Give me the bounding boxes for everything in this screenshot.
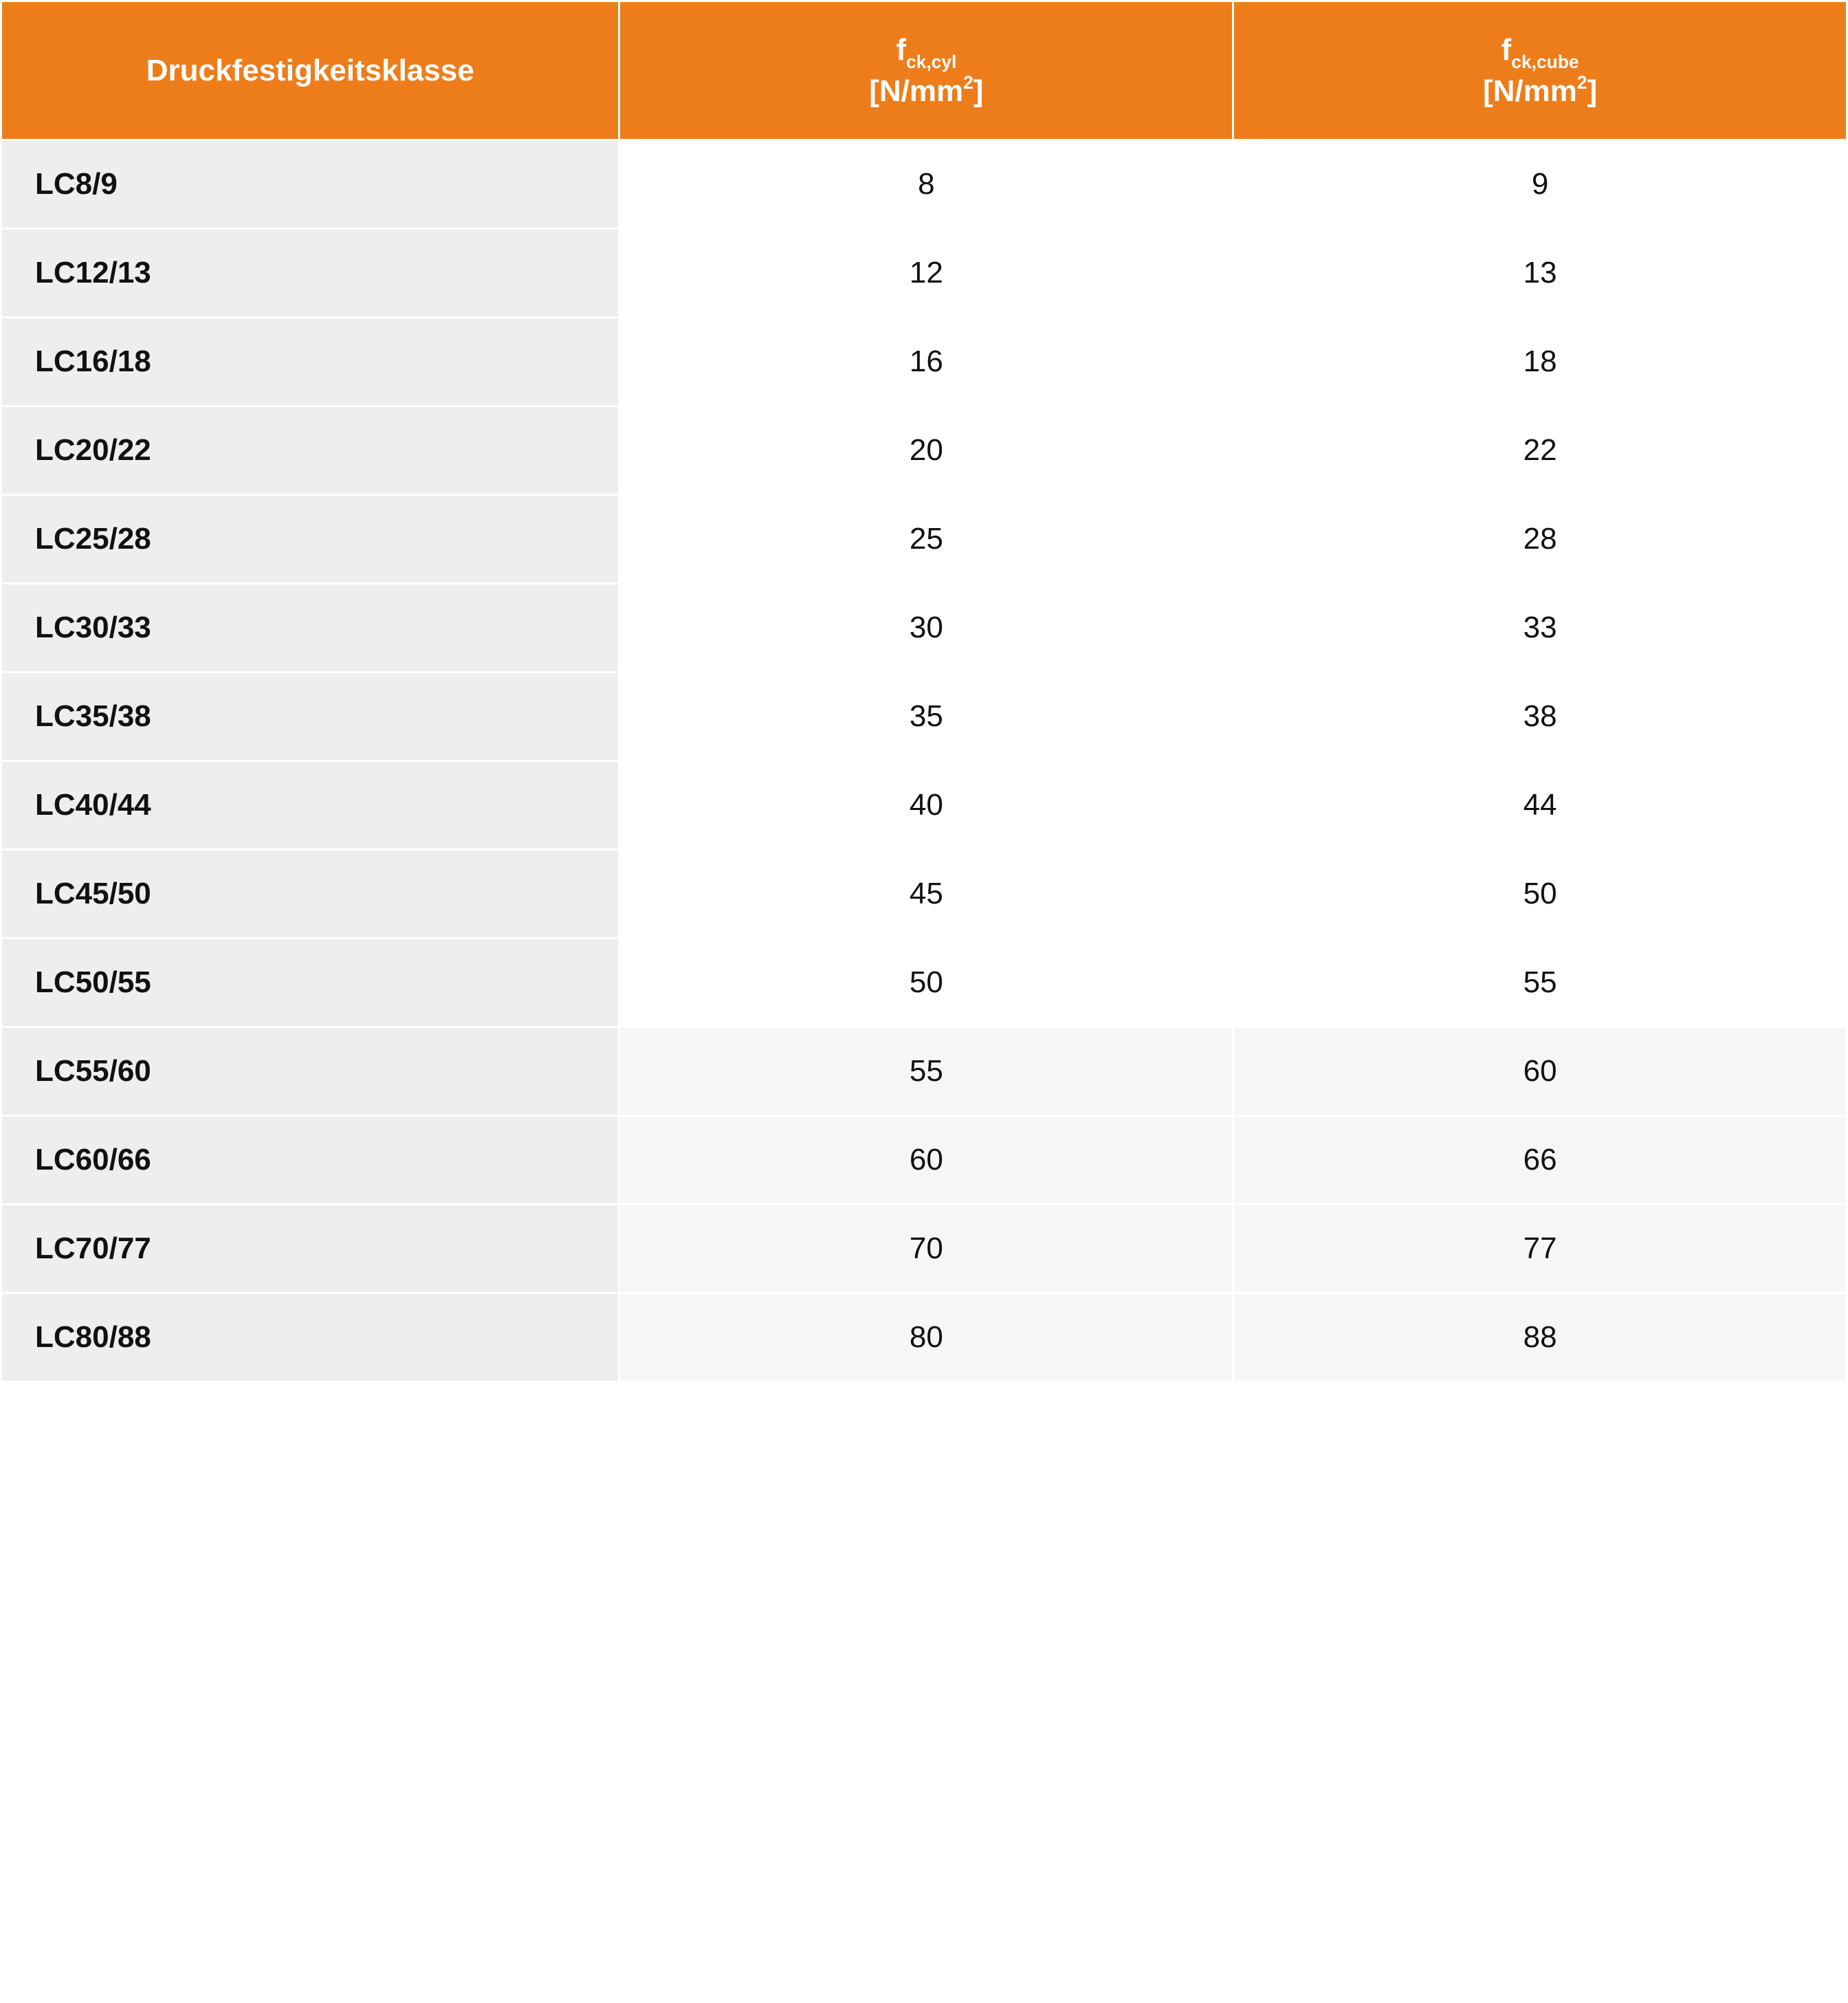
cell-cyl: 12	[620, 230, 1232, 316]
cell-cube: 77	[1234, 1205, 1846, 1292]
cell-klass: LC45/50	[2, 851, 618, 937]
table-row: LC45/504550	[2, 851, 1846, 937]
cell-klass: LC16/18	[2, 318, 618, 405]
col-header-cyl-unit: [N/mm2]	[634, 72, 1218, 110]
cell-cube: 66	[1234, 1117, 1846, 1203]
cell-klass: LC40/44	[2, 762, 618, 849]
table-row: LC50/555055	[2, 939, 1846, 1026]
cell-cube: 22	[1234, 407, 1846, 494]
table-row: LC25/282528	[2, 496, 1846, 582]
cell-cyl: 8	[620, 141, 1232, 228]
cell-klass: LC8/9	[2, 141, 618, 228]
table-row: LC8/989	[2, 141, 1846, 228]
col-header-cyl: fck,cyl [N/mm2]	[620, 2, 1232, 139]
cell-cyl: 50	[620, 939, 1232, 1026]
cell-cyl: 55	[620, 1028, 1232, 1115]
col-header-cube-unit: [N/mm2]	[1248, 72, 1832, 110]
cell-cube: 60	[1234, 1028, 1846, 1115]
cell-klass: LC30/33	[2, 584, 618, 671]
cell-cube: 13	[1234, 230, 1846, 316]
cell-cyl: 20	[620, 407, 1232, 494]
col-header-klass-label: Druckfestigkeitsklasse	[146, 54, 474, 87]
col-header-cyl-symbol: fck,cyl	[634, 31, 1218, 72]
cell-cyl: 40	[620, 762, 1232, 849]
cell-cyl: 16	[620, 318, 1232, 405]
cell-cyl: 25	[620, 496, 1232, 582]
table-row: LC16/181618	[2, 318, 1846, 405]
cell-cube: 55	[1234, 939, 1846, 1026]
table-row: LC80/888088	[2, 1294, 1846, 1381]
cell-cube: 28	[1234, 496, 1846, 582]
table-row: LC20/222022	[2, 407, 1846, 494]
cell-klass: LC60/66	[2, 1117, 618, 1203]
cell-klass: LC20/22	[2, 407, 618, 494]
table-row: LC12/131213	[2, 230, 1846, 316]
cell-klass: LC25/28	[2, 496, 618, 582]
cell-klass: LC12/13	[2, 230, 618, 316]
table-header-row: Druckfestigkeitsklasse fck,cyl [N/mm2] f…	[2, 2, 1846, 139]
cell-klass: LC55/60	[2, 1028, 618, 1115]
strength-class-table: Druckfestigkeitsklasse fck,cyl [N/mm2] f…	[0, 0, 1848, 1383]
cell-cyl: 30	[620, 584, 1232, 671]
col-header-cube: fck,cube [N/mm2]	[1234, 2, 1846, 139]
col-header-klass: Druckfestigkeitsklasse	[2, 2, 618, 139]
col-header-cube-symbol: fck,cube	[1248, 31, 1832, 72]
table-body: LC8/989LC12/131213LC16/181618LC20/222022…	[2, 141, 1846, 1381]
cell-cyl: 80	[620, 1294, 1232, 1381]
cell-cyl: 45	[620, 851, 1232, 937]
cell-cube: 18	[1234, 318, 1846, 405]
table-row: LC40/444044	[2, 762, 1846, 849]
cell-cube: 38	[1234, 673, 1846, 760]
cell-cyl: 60	[620, 1117, 1232, 1203]
cell-klass: LC50/55	[2, 939, 618, 1026]
cell-cube: 44	[1234, 762, 1846, 849]
cell-klass: LC80/88	[2, 1294, 618, 1381]
table-row: LC35/383538	[2, 673, 1846, 760]
table-row: LC70/777077	[2, 1205, 1846, 1292]
cell-cyl: 35	[620, 673, 1232, 760]
cell-cube: 33	[1234, 584, 1846, 671]
cell-cube: 9	[1234, 141, 1846, 228]
cell-cube: 50	[1234, 851, 1846, 937]
table-row: LC60/666066	[2, 1117, 1846, 1203]
cell-cube: 88	[1234, 1294, 1846, 1381]
cell-klass: LC70/77	[2, 1205, 618, 1292]
table-row: LC55/605560	[2, 1028, 1846, 1115]
cell-klass: LC35/38	[2, 673, 618, 760]
table-row: LC30/333033	[2, 584, 1846, 671]
cell-cyl: 70	[620, 1205, 1232, 1292]
